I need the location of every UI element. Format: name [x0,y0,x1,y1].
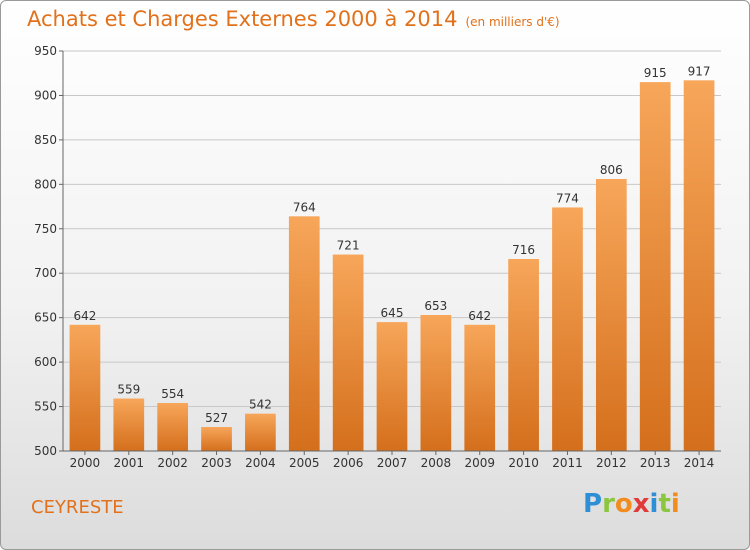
bar-2013 [639,82,671,451]
y-tick-label: 950 [34,44,57,58]
proxiti-logo: Proxiti [583,489,680,519]
data-label: 527 [205,411,228,425]
data-label: 642 [468,309,491,323]
data-label: 917 [688,64,711,78]
bar-2010 [508,259,539,451]
chart-subtitle: (en milliers d'€) [465,15,560,29]
y-tick-label: 850 [34,133,57,147]
y-tick-label: 700 [34,266,57,280]
x-tick-label: 2014 [684,456,715,470]
y-tick-label: 500 [34,444,57,458]
x-tick-label: 2007 [377,456,408,470]
bars: 642 559 554 527 542 764 721 645 653 642 716 774 806 9… [69,64,715,451]
data-label: 806 [600,163,623,177]
data-label: 645 [381,306,404,320]
data-label: 716 [512,243,535,257]
logo-letter: x [632,489,650,519]
bar-2014 [683,80,715,451]
axes: 500 550 600 650 700 750 800 850 900 950 2000 2001 20… [34,44,721,470]
y-tick-label: 650 [34,311,57,325]
x-tick-label: 2011 [552,456,583,470]
data-label: 542 [249,398,272,412]
y-tick-label: 750 [34,222,57,236]
logo-letter: r [602,489,615,519]
data-label: 774 [556,191,579,205]
bar-2005 [288,216,320,451]
x-tick-label: 2009 [464,456,495,470]
data-label: 915 [644,66,667,80]
x-tick-label: 2003 [201,456,232,470]
bar-2000 [69,324,101,451]
data-label: 721 [337,239,360,253]
x-tick-label: 2006 [333,456,364,470]
bar-2001 [113,398,145,451]
x-tick-label: 2008 [421,456,452,470]
data-label: 559 [117,383,140,397]
x-tick-label: 2004 [245,456,276,470]
bar-2002 [157,403,189,451]
bar-2008 [420,315,452,451]
x-tick-label: 2001 [114,456,145,470]
bar-2004 [245,413,276,451]
y-tick-label: 800 [34,177,57,191]
logo-letter: i [670,489,680,519]
data-label: 554 [161,387,184,401]
bar-2009 [464,324,496,451]
y-tick-label: 550 [34,400,57,414]
bar-2007 [376,322,408,451]
x-tick-label: 2012 [596,456,627,470]
x-tick-label: 2000 [70,456,101,470]
logo-letter: P [583,489,603,519]
y-tick-label: 600 [34,355,57,369]
logo-letter: o [614,489,633,519]
bar-2003 [201,427,232,451]
data-label: 764 [293,200,316,214]
logo-letter: t [658,489,671,519]
x-tick-label: 2002 [157,456,188,470]
commune-name: CEYRESTE [31,497,124,518]
bar-2012 [595,179,627,451]
y-tick-label: 900 [34,88,57,102]
logo-letter: i [649,489,659,519]
data-label: 653 [424,299,447,313]
data-label: 642 [73,309,96,323]
x-tick-label: 2005 [289,456,320,470]
x-tick-label: 2013 [640,456,671,470]
bar-2006 [332,254,364,451]
x-tick-label: 2010 [508,456,539,470]
chart-title-text: Achats et Charges Externes 2000 à 2014 [27,7,458,31]
bar-2011 [552,207,583,451]
chart-title: Achats et Charges Externes 2000 à 2014 (e… [27,7,560,31]
